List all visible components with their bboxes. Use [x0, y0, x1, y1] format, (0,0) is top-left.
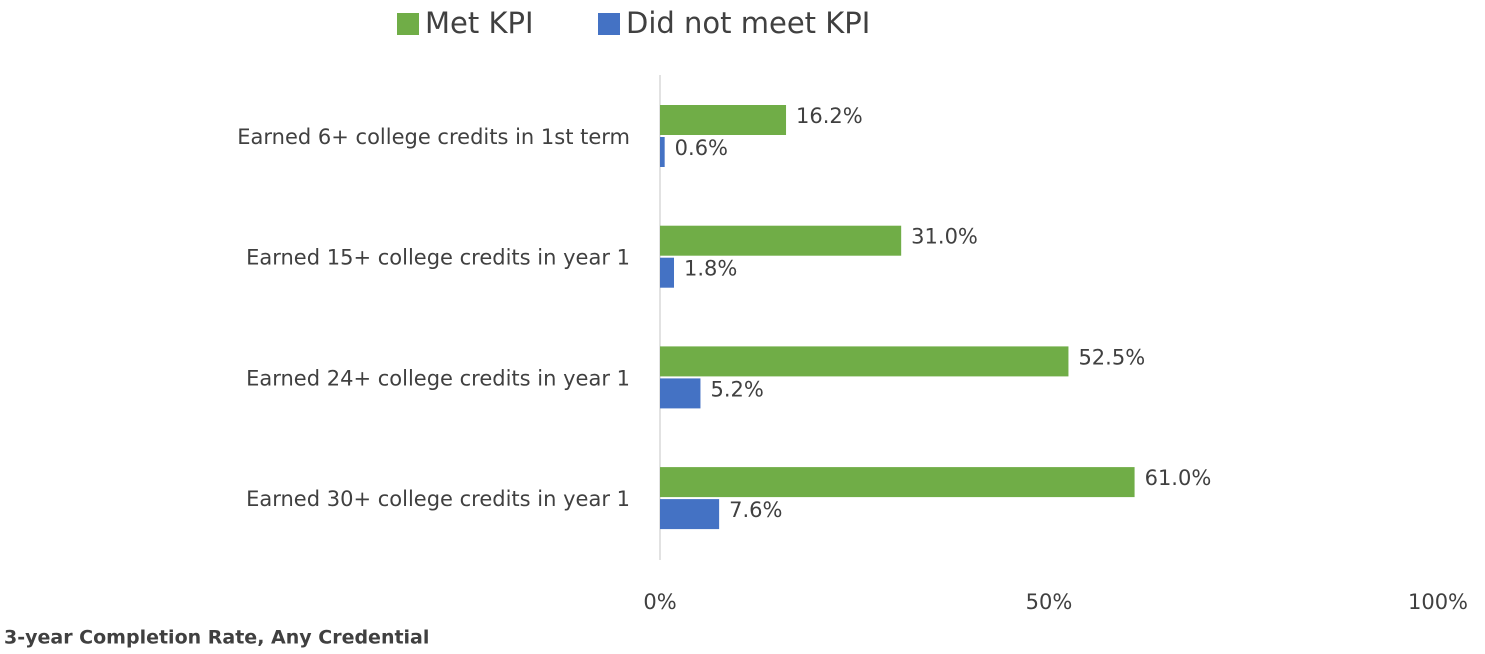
- bar: [660, 137, 665, 167]
- y-tick-label: Earned 6+ college credits in 1st term: [237, 125, 630, 149]
- bar: [660, 257, 675, 288]
- x-tick-label: 100%: [1408, 590, 1468, 614]
- bar: [660, 105, 787, 135]
- data-label: 1.8%: [684, 257, 737, 281]
- data-label: 5.2%: [710, 377, 763, 401]
- bar: [660, 225, 902, 256]
- x-tick-label: 50%: [1026, 590, 1073, 614]
- y-tick-label: Earned 24+ college credits in year 1: [246, 366, 630, 390]
- data-label: 16.2%: [796, 104, 863, 128]
- data-label: 0.6%: [675, 136, 728, 160]
- legend-text: Met KPI: [425, 6, 534, 40]
- data-label: 31.0%: [911, 225, 978, 249]
- data-label: 61.0%: [1145, 466, 1212, 490]
- bar: [660, 378, 701, 409]
- data-label: 7.6%: [729, 498, 782, 522]
- y-tick-label: Earned 30+ college credits in year 1: [246, 487, 630, 511]
- bar: [660, 346, 1069, 377]
- data-label: 52.5%: [1078, 345, 1145, 369]
- legend-text: Did not meet KPI: [626, 6, 870, 40]
- bar: [660, 467, 1135, 498]
- y-tick-label: Earned 15+ college credits in year 1: [246, 246, 630, 270]
- legend-swatch: [397, 13, 419, 35]
- x-axis-label: 3-year Completion Rate, Any Credential: [4, 627, 429, 649]
- legend-swatch: [598, 13, 620, 35]
- x-tick-label: 0%: [643, 590, 676, 614]
- bar: [660, 499, 720, 530]
